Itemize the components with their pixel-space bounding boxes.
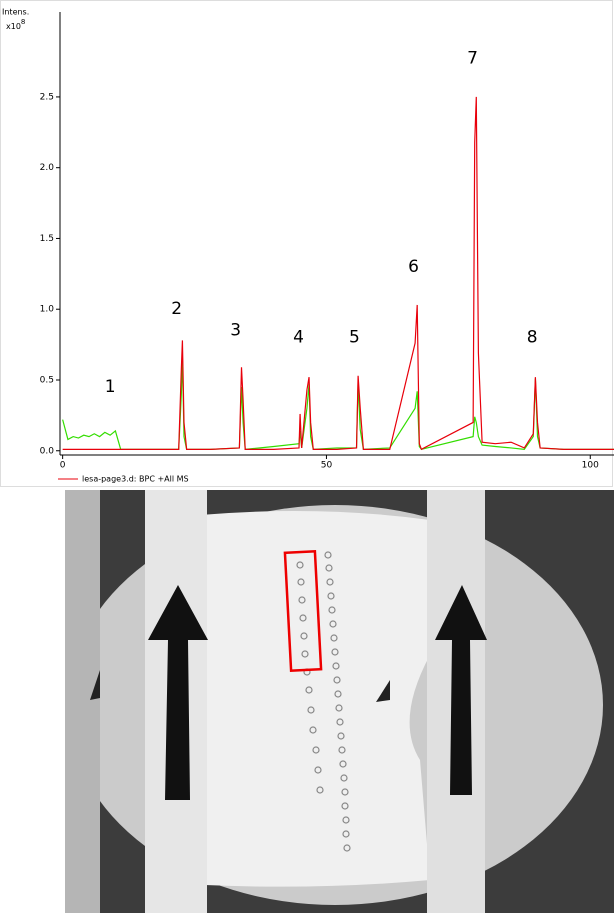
arrow: [435, 585, 487, 795]
y-tick-label: 1.5: [40, 234, 54, 244]
peak-label: 7: [467, 49, 478, 69]
y-scale-exponent: 8: [21, 18, 25, 26]
spots: [296, 551, 351, 852]
arrow-mark: [90, 670, 100, 700]
x-tick-label: 50: [321, 461, 333, 471]
sheet: [200, 511, 430, 887]
peak-label: 5: [349, 328, 360, 348]
y-tick-label: 2.0: [40, 163, 55, 173]
photo: [65, 490, 614, 913]
y-tick-label: 2.5: [40, 92, 54, 102]
peak-label: 3: [230, 320, 241, 340]
selection-box: [283, 549, 323, 673]
y-tick-label: 0.5: [40, 375, 54, 385]
chart-frame: [0, 0, 613, 487]
series-line: [62, 96, 614, 451]
peak-label: 2: [171, 299, 182, 319]
chart: Intens. x108 0.00.51.01.52.02.50 50 100123…: [0, 0, 614, 487]
y-tick-label: 0.0: [40, 446, 55, 456]
y-axis-label: Intens.: [2, 8, 29, 17]
x-tick-label: 0: [60, 461, 66, 471]
arrow: [148, 585, 208, 800]
arrow-mark: [376, 680, 390, 702]
peak-label: 6: [408, 257, 419, 277]
legend-label: lesa-page3.d: BPC +All MS: [82, 475, 189, 484]
y-tick-label: 1.0: [40, 305, 55, 315]
side-bar: [65, 490, 100, 913]
y-scale-label: x108: [6, 18, 25, 31]
x-tick-label: 100: [582, 461, 599, 471]
series-line: [62, 357, 614, 451]
y-scale-base: x10: [6, 22, 21, 31]
peak-label: 1: [105, 377, 116, 397]
peak-label: 8: [527, 328, 538, 348]
peak-label: 4: [293, 328, 304, 348]
